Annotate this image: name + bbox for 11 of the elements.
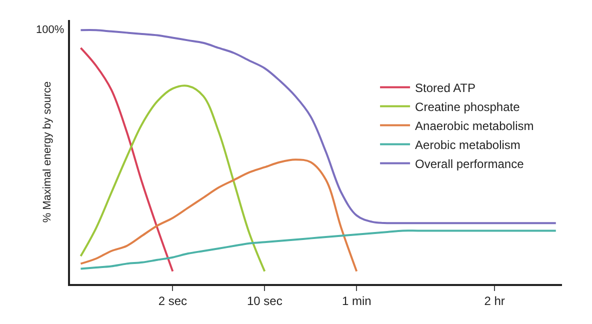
x-tick-label: 10 sec bbox=[246, 294, 282, 308]
y-axis-title: % Maximal energy by source bbox=[41, 81, 54, 223]
x-tick-label: 1 min bbox=[342, 294, 372, 308]
text: 100% bbox=[36, 24, 64, 36]
x-tick-label: 2 sec bbox=[158, 294, 188, 308]
legend-label: Aerobic metabolism bbox=[415, 138, 520, 152]
x-tick-label: 2 hr bbox=[484, 294, 505, 308]
legend-label: Stored ATP bbox=[415, 80, 476, 95]
legend-label: Overall performance bbox=[415, 156, 524, 171]
legend-label: Anaerobic metabolism bbox=[415, 118, 534, 133]
legend-label: Creatine phosphate bbox=[415, 100, 520, 114]
